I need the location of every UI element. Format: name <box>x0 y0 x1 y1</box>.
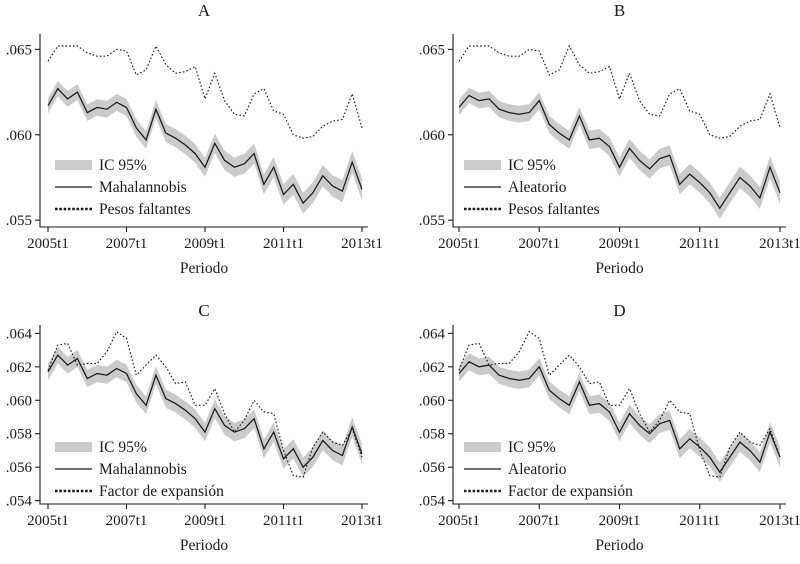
x-tick-label: 2009t1 <box>599 236 641 252</box>
y-tick-label: .058 <box>6 427 32 443</box>
dotted-series-line <box>458 44 781 139</box>
x-tick-label: 2007t1 <box>106 513 148 529</box>
x-tick-label: 2007t1 <box>518 236 560 252</box>
solid-series-line <box>458 94 781 210</box>
panel-title: D <box>613 301 625 320</box>
legend-label: Aleatorio <box>508 179 567 196</box>
x-tick-label: 2013t1 <box>759 513 800 529</box>
x-tick-label: 2005t1 <box>438 513 480 529</box>
solid-series-line <box>47 354 363 469</box>
confidence-band <box>48 346 362 477</box>
legend: IC 95% Aleatorio Pesos faltantes <box>464 157 600 218</box>
legend-band-swatch <box>55 160 92 170</box>
confidence-band <box>48 80 362 214</box>
panel-title: C <box>198 301 209 320</box>
x-tick-label: 2013t1 <box>759 236 800 252</box>
y-tick-label: .056 <box>6 460 33 476</box>
y-tick-label: .054 <box>419 494 446 510</box>
x-tick-label: 2007t1 <box>106 236 148 252</box>
x-tick-label: 2011t1 <box>679 236 720 252</box>
legend-label: Mahalannobis <box>99 179 187 196</box>
y-tick-label: .064 <box>419 326 446 342</box>
panel-d-chart: .064 .062 .060 .058 .056 .054 2005t1 2007t1 2009… <box>419 301 800 554</box>
legend: IC 95% Mahalannobis Factor de expansión <box>55 439 224 500</box>
confidence-band <box>459 353 780 482</box>
y-tick-label: .056 <box>419 460 446 476</box>
x-tick-label: 2013t1 <box>341 513 383 529</box>
x-tick-label: 2005t1 <box>27 236 69 252</box>
legend-band-swatch <box>55 442 92 452</box>
legend-label: Factor de expansión <box>99 483 224 500</box>
x-axis-label: Periodo <box>595 260 643 277</box>
y-tick-label: .062 <box>6 360 32 376</box>
panel-c-chart: .064 .062 .060 .058 .056 .054 2005t1 2007t1 2009… <box>6 301 383 554</box>
y-tick-label: .064 <box>6 326 33 342</box>
y-tick-label: .058 <box>419 427 445 443</box>
y-tick-label: .054 <box>6 494 33 510</box>
solid-series-line <box>47 87 363 205</box>
y-tick-label: .065 <box>419 42 445 58</box>
x-axis-label: Periodo <box>595 537 643 554</box>
legend-label: Pesos faltantes <box>508 201 600 218</box>
y-tick-label: .062 <box>419 360 445 376</box>
legend-label: IC 95% <box>508 157 556 174</box>
y-tick-label: .055 <box>6 213 32 229</box>
x-tick-label: 2005t1 <box>438 236 480 252</box>
axes <box>452 325 786 505</box>
panel-title: B <box>614 1 625 20</box>
dotted-series-line <box>47 44 363 139</box>
legend-label: IC 95% <box>99 157 147 174</box>
x-tick-label: 2011t1 <box>263 236 304 252</box>
panel-b-chart: .065 .060 .055 2005t1 2007t1 2009t1 2011t1 2013… <box>419 1 800 277</box>
dotted-series-line <box>458 330 781 478</box>
legend-label: IC 95% <box>99 439 147 456</box>
x-tick-label: 2013t1 <box>341 236 383 252</box>
y-tick-label: .060 <box>419 128 445 144</box>
x-tick-label: 2009t1 <box>599 513 641 529</box>
y-tick-label: .065 <box>6 42 32 58</box>
legend: IC 95% Aleatorio Factor de expansión <box>464 439 633 500</box>
axes <box>39 325 368 505</box>
x-tick-label: 2009t1 <box>184 513 226 529</box>
x-tick-label: 2005t1 <box>27 513 69 529</box>
axes <box>452 34 786 228</box>
dotted-series-line <box>47 330 363 478</box>
x-tick-label: 2009t1 <box>184 236 226 252</box>
legend-label: Factor de expansión <box>508 483 633 500</box>
confidence-band <box>459 87 780 219</box>
legend-label: Mahalannobis <box>99 461 187 478</box>
axes <box>39 34 368 228</box>
x-tick-label: 2011t1 <box>263 513 304 529</box>
y-tick-label: .060 <box>6 128 32 144</box>
y-tick-label: .055 <box>419 213 445 229</box>
legend-label: Pesos faltantes <box>99 201 191 218</box>
y-tick-label: .060 <box>419 393 445 409</box>
legend-label: Aleatorio <box>508 461 567 478</box>
legend: IC 95% Mahalannobis Pesos faltantes <box>55 157 191 218</box>
x-axis-label: Periodo <box>180 537 228 554</box>
legend-label: IC 95% <box>508 439 556 456</box>
y-tick-label: .060 <box>6 393 32 409</box>
legend-band-swatch <box>464 160 501 170</box>
x-axis-label: Periodo <box>180 260 228 277</box>
panel-title: A <box>198 1 211 20</box>
legend-band-swatch <box>464 442 501 452</box>
solid-series-line <box>458 361 781 474</box>
x-tick-label: 2011t1 <box>679 513 720 529</box>
x-tick-label: 2007t1 <box>518 513 560 529</box>
panel-a-chart: .065 .060 .055 2005t1 2007t1 2009t1 2011t1 2013… <box>6 1 383 277</box>
